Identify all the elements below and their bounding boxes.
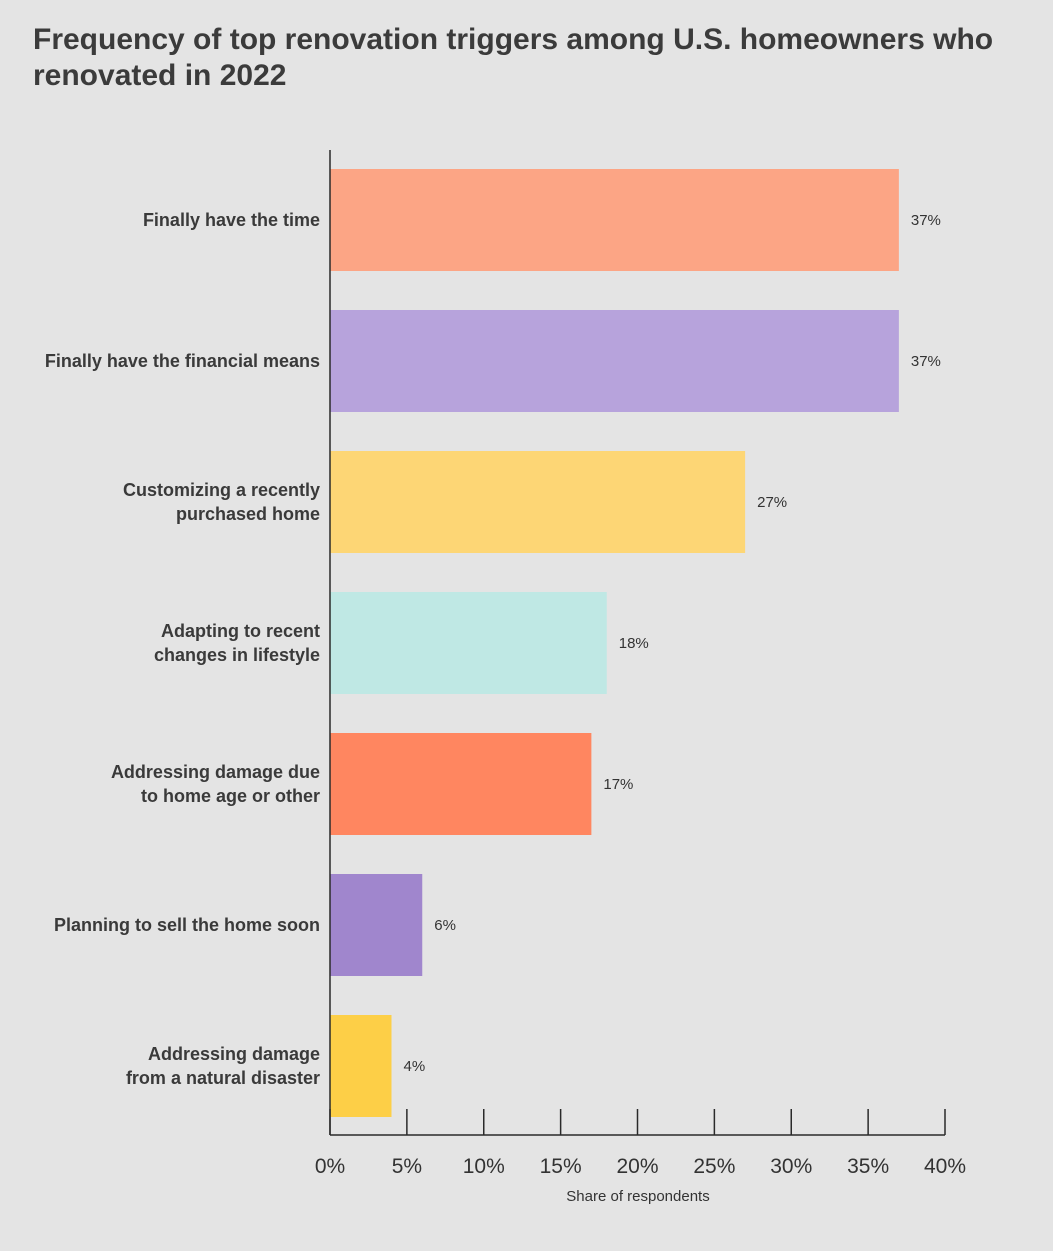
x-tick-label: 15% [540,1155,582,1178]
category-label: to home age or other [141,786,320,806]
value-label: 6% [434,917,456,934]
value-label: 27% [757,494,787,511]
x-axis-title: Share of respondents [566,1188,709,1205]
value-label: 17% [603,776,633,793]
value-labels-group: 37% 37% 27% 18% 17% 6% 4% [404,212,941,1075]
bar [330,592,607,694]
category-label: changes in lifestyle [154,645,320,665]
chart-title: Frequency of top renovation triggers amo… [33,23,994,92]
value-label: 37% [911,212,941,229]
value-label: 4% [404,1058,426,1075]
x-tick-label: 20% [616,1155,658,1178]
category-labels-group: Finally have the time Finally have the fi… [45,210,320,1088]
category-label: Finally have the financial means [45,351,320,371]
bar [330,310,899,412]
category-label: Addressing damage [148,1044,320,1064]
bar [330,874,423,976]
value-label: 18% [619,635,649,652]
value-label: 37% [911,353,941,370]
x-tick-label: 5% [392,1155,422,1178]
category-label: Finally have the time [143,210,320,230]
x-tick-label: 25% [693,1155,735,1178]
axes-group: 0% 5% 10% 15% 20% 25% 30% 35% 40% [315,150,966,1178]
x-tick-label: 10% [463,1155,505,1178]
bar [330,733,592,835]
x-tick-label: 0% [315,1155,345,1178]
bar [330,169,899,271]
bar [330,451,746,553]
category-label: Customizing a recently [123,480,320,500]
x-tick-label: 35% [847,1155,889,1178]
x-tick-label: 40% [924,1155,966,1178]
bars-group [330,169,899,1117]
category-label: from a natural disaster [126,1068,320,1088]
category-label: Planning to sell the home soon [54,915,320,935]
category-label: Adapting to recent [161,621,320,641]
category-label: purchased home [176,504,320,524]
bar [330,1015,392,1117]
category-label: Addressing damage due [111,762,320,782]
x-tick-label: 30% [770,1155,812,1178]
